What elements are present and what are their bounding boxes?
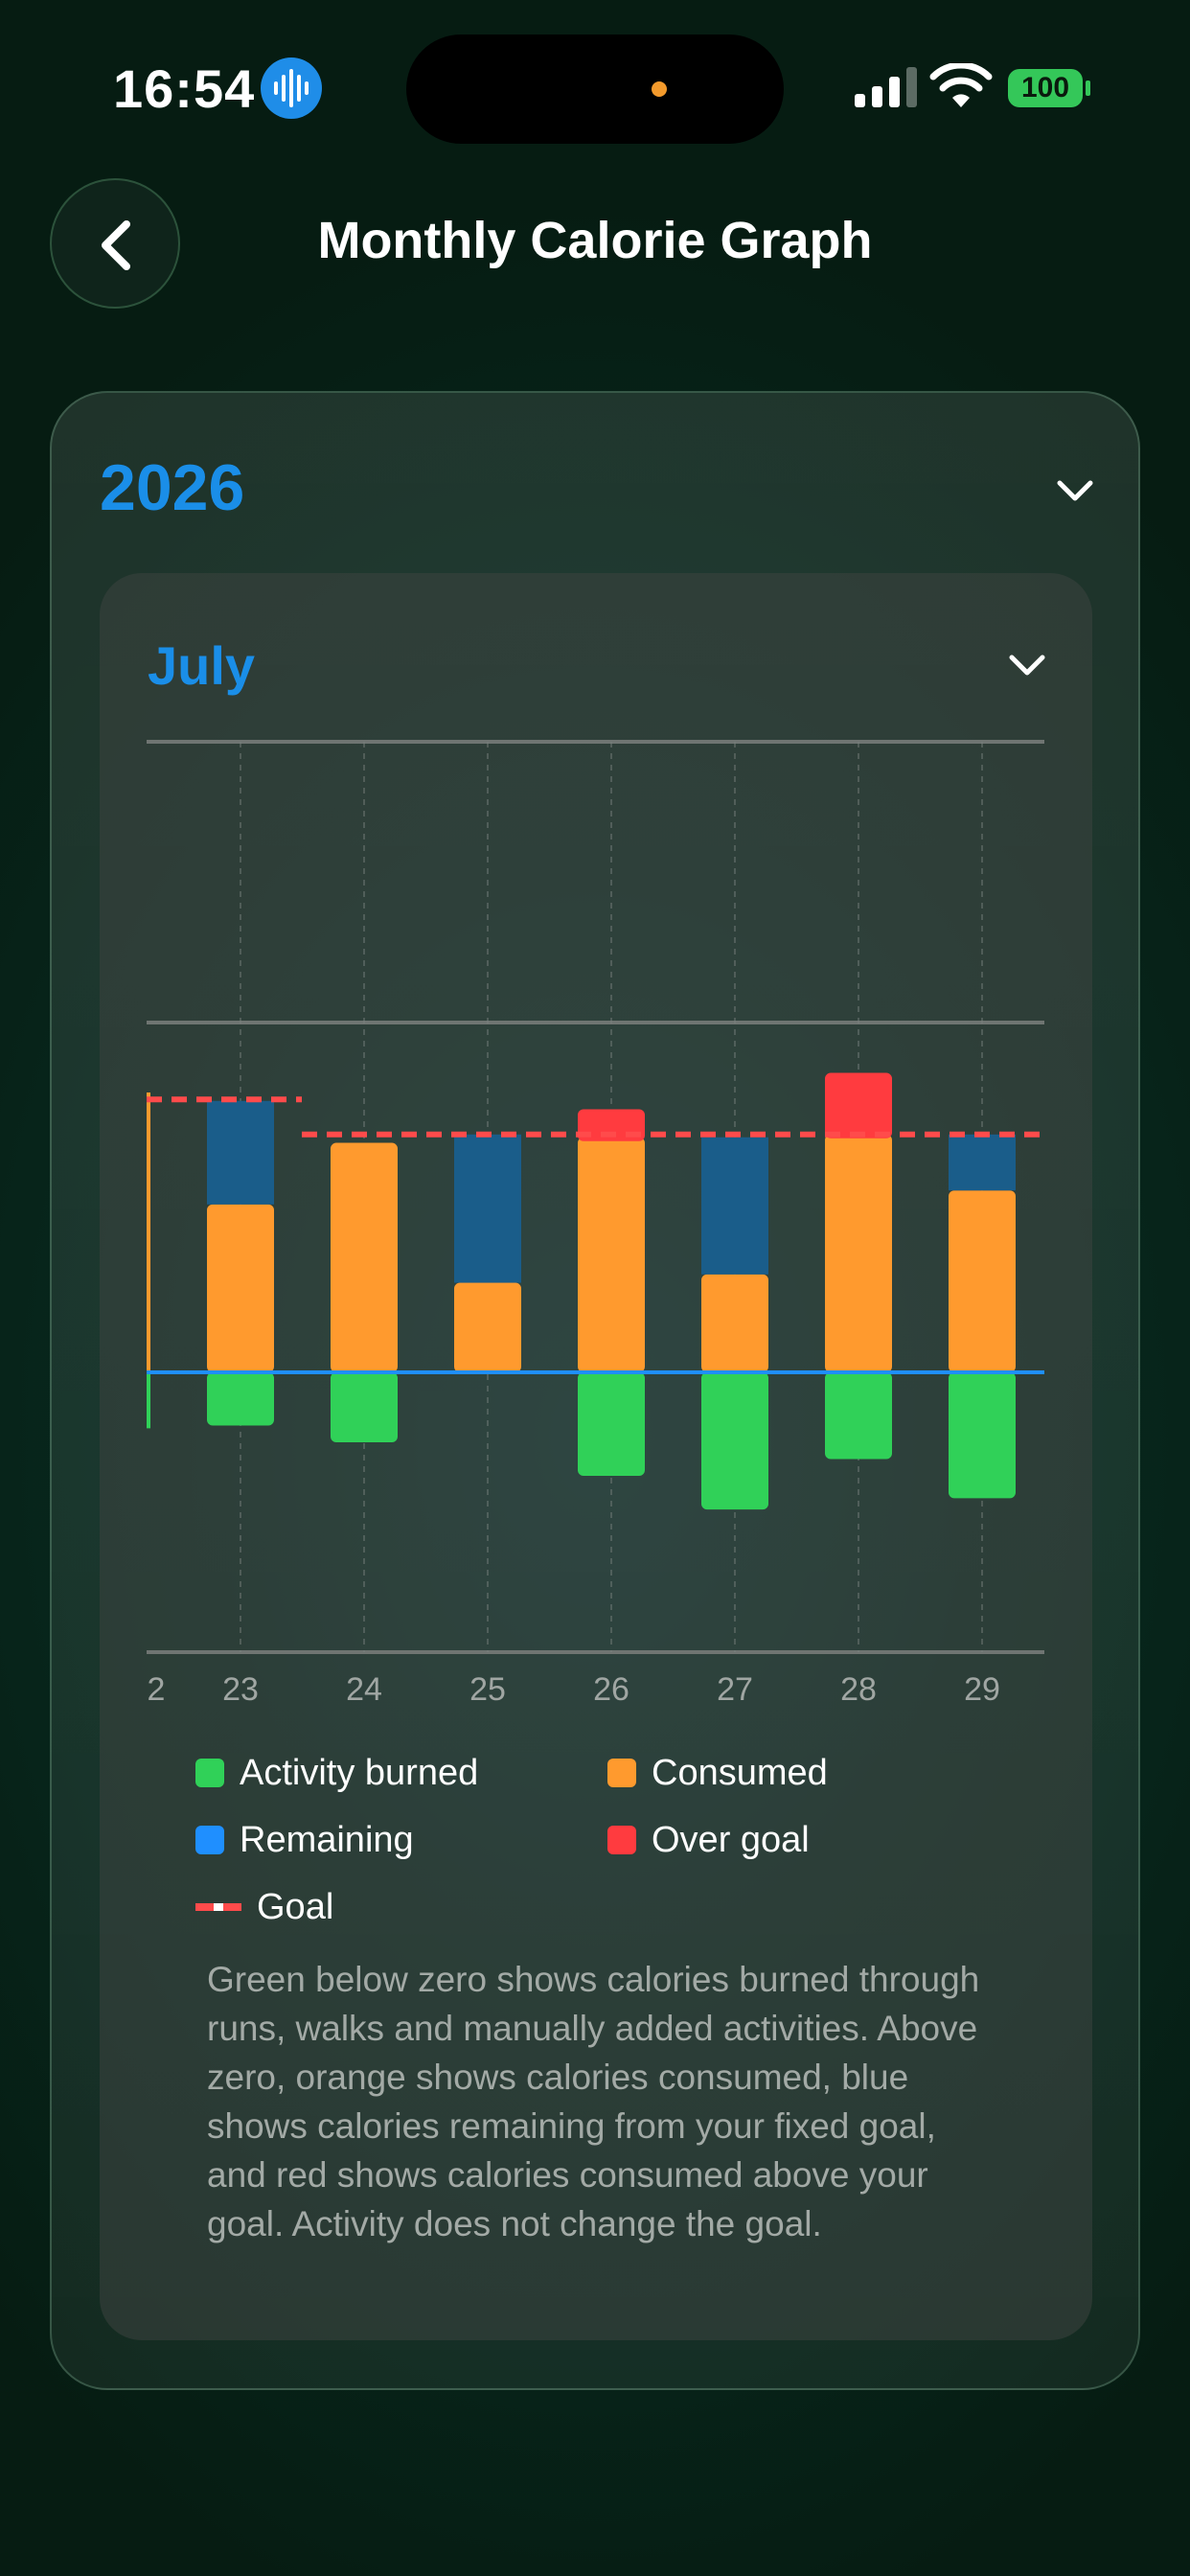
legend-item-activity: Activity burned	[195, 1752, 478, 1794]
legend-swatch-goal	[195, 1903, 241, 1911]
battery-tip	[1086, 80, 1090, 96]
legend-swatch-remaining	[195, 1826, 224, 1854]
legend-item-remaining: Remaining	[195, 1819, 414, 1861]
legend-label-activity: Activity burned	[240, 1752, 479, 1793]
dynamic-island	[406, 34, 784, 144]
year-selector[interactable]: 2026	[100, 451, 245, 524]
legend-label-consumed: Consumed	[652, 1752, 828, 1793]
privacy-indicator-dot	[652, 81, 667, 97]
legend-swatch-consumed	[607, 1759, 636, 1787]
legend-label-over-goal: Over goal	[652, 1819, 810, 1860]
legend-label-goal: Goal	[257, 1886, 334, 1927]
month-selector[interactable]: July	[148, 635, 256, 696]
page-title: Monthly Calorie Graph	[317, 212, 873, 269]
legend-item-consumed: Consumed	[607, 1752, 828, 1794]
chart-explanation-text: Green below zero shows calories burned t…	[207, 1960, 980, 2243]
legend-swatch-activity	[195, 1759, 224, 1787]
legend-item-goal: Goal	[195, 1886, 333, 1928]
chevron-down-icon[interactable]	[1006, 650, 1048, 682]
back-button[interactable]	[50, 178, 180, 309]
wifi-icon	[929, 63, 993, 107]
legend-item-over-goal: Over goal	[607, 1819, 810, 1861]
legend-label-remaining: Remaining	[240, 1819, 414, 1860]
battery-icon: 100	[1008, 69, 1083, 107]
voice-recording-icon	[261, 58, 322, 119]
status-bar: 16:54 100	[0, 0, 1190, 172]
cellular-signal-icon	[855, 67, 917, 107]
legend-swatch-over-goal	[607, 1826, 636, 1854]
chevron-left-icon	[102, 220, 130, 270]
status-time: 16:54	[113, 58, 256, 119]
chevron-down-icon[interactable]	[1054, 475, 1096, 508]
